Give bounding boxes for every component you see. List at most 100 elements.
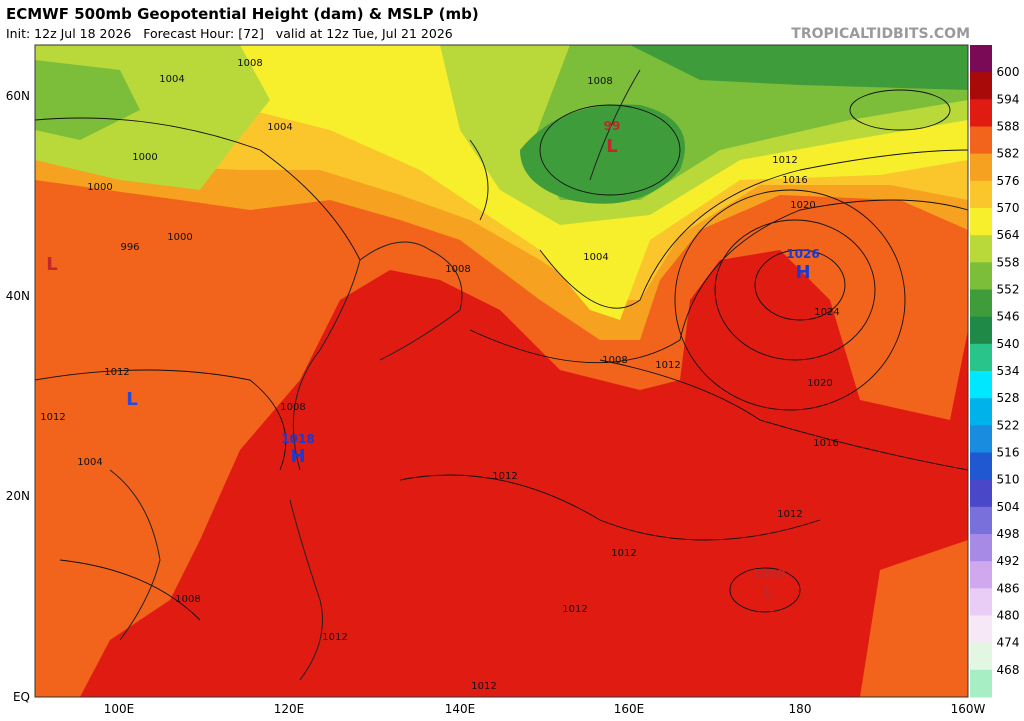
colorbar-swatch xyxy=(970,642,992,671)
colorbar-swatch xyxy=(970,398,992,426)
isobar-label: 1004 xyxy=(77,457,102,468)
isobars xyxy=(35,89,968,621)
lon-label: 100E xyxy=(104,702,135,716)
isobar-label: 1012 xyxy=(471,681,496,692)
colorbar-label: 510 xyxy=(997,473,1020,487)
colorbar-swatch xyxy=(970,615,992,644)
isobar-label: 1012 xyxy=(611,548,636,559)
colorbar-swatch xyxy=(970,208,992,236)
colorbar-label: 480 xyxy=(997,609,1020,623)
isobar-label: 1012 xyxy=(104,367,129,378)
field xyxy=(630,45,968,90)
lon-label: 160W xyxy=(951,702,986,716)
coastline xyxy=(109,69,641,681)
isobar-label: 996 xyxy=(120,242,139,253)
center-pressure: 1018 xyxy=(281,432,314,446)
colorbar-swatch xyxy=(970,343,992,372)
isobar-label: 1004 xyxy=(267,122,292,133)
lat-label: 40N xyxy=(6,289,30,303)
center-pressure: 99 xyxy=(604,119,621,133)
title: ECMWF 500mb Geopotential Height (dam) & … xyxy=(6,5,479,23)
colorbar-label: 486 xyxy=(997,581,1020,595)
isobar-label: 1020 xyxy=(807,378,832,389)
isobar-label: 1000 xyxy=(132,152,157,163)
colorbar-label: 564 xyxy=(997,228,1020,242)
colorbar-swatch xyxy=(970,72,992,100)
isobar-label: 1008 xyxy=(602,355,627,366)
colorbar-swatch xyxy=(970,371,992,399)
isobar-label: 1008 xyxy=(587,76,612,87)
center-pressure: 1026 xyxy=(786,247,819,261)
center-letter: H xyxy=(795,262,810,283)
colorbar-swatch xyxy=(970,289,992,318)
subtitle: Init: 12z Jul 18 2026 Forecast Hour: [72… xyxy=(6,26,453,41)
center-letter: L xyxy=(46,254,57,275)
lon-label: 140E xyxy=(445,702,476,716)
isobar-label: 1016 xyxy=(813,438,838,449)
colorbar-label: 534 xyxy=(997,364,1020,378)
colorbar-label: 468 xyxy=(997,663,1020,677)
colorbar-swatch xyxy=(970,262,992,290)
isobar-label: 1012 xyxy=(655,360,680,371)
lon-label: 120E xyxy=(274,702,305,716)
field xyxy=(520,104,685,204)
colorbar-swatch xyxy=(970,561,992,589)
colorbar-swatch xyxy=(970,180,992,209)
colorbar-label: 528 xyxy=(997,391,1020,405)
center-letter: L xyxy=(606,136,617,157)
colorbar-swatch xyxy=(970,235,992,263)
map: 1026H1018H1009L99LLL10081004100410001000… xyxy=(35,45,968,697)
colorbar-label: 522 xyxy=(997,418,1020,432)
colorbar-label: 492 xyxy=(997,554,1020,568)
colorbar-swatch xyxy=(970,479,992,508)
field xyxy=(35,60,140,140)
colorbar-label: 588 xyxy=(997,120,1020,134)
isobar-label: 1016 xyxy=(782,175,807,186)
isobar-label: 1012 xyxy=(322,632,347,643)
lon-label: 160E xyxy=(614,702,645,716)
isobar-label: 1008 xyxy=(237,58,262,69)
colorbar-label: 570 xyxy=(997,201,1020,215)
center-pressure: 1009 xyxy=(752,567,785,581)
isobar-label: 1000 xyxy=(87,182,112,193)
colorbar-label: 558 xyxy=(997,255,1020,269)
field xyxy=(860,540,968,697)
colorbar-swatch xyxy=(970,316,992,345)
isobar-label: 1008 xyxy=(175,594,200,605)
colorbar-swatch xyxy=(970,99,992,127)
colorbar-label: 516 xyxy=(997,446,1020,460)
isobar-label: 1004 xyxy=(159,74,184,85)
isobar-label: 1024 xyxy=(814,307,839,318)
isobar-label: 1012 xyxy=(492,471,517,482)
isobar-label: 1000 xyxy=(167,232,192,243)
center-letter: L xyxy=(763,582,774,603)
isobar-label: 1008 xyxy=(280,402,305,413)
lat-label: 20N xyxy=(6,489,30,503)
source: TROPICALTIDBITS.COM xyxy=(791,26,970,42)
lon-label: 180 xyxy=(789,702,812,716)
colorbar-swatch xyxy=(970,425,992,453)
colorbar-swatch xyxy=(970,669,992,698)
colorbar-swatch xyxy=(970,45,992,73)
isobar-label: 1020 xyxy=(790,200,815,211)
colorbar-label: 498 xyxy=(997,527,1020,541)
isobar-label: 1012 xyxy=(562,604,587,615)
colorbar-label: 594 xyxy=(997,92,1020,106)
colorbar-label: 576 xyxy=(997,174,1020,188)
isobar-label: 1012 xyxy=(772,155,797,166)
colorbar-label: 540 xyxy=(997,337,1020,351)
colorbar-label: 504 xyxy=(997,500,1020,514)
colorbar-swatch xyxy=(970,588,992,616)
colorbar-label: 552 xyxy=(997,283,1020,297)
colorbar-label: 600 xyxy=(997,65,1020,79)
lat-label: EQ xyxy=(13,690,30,704)
isobar-label: 1012 xyxy=(40,412,65,423)
colorbar-label: 474 xyxy=(997,636,1020,650)
isobar-label: 1004 xyxy=(583,252,608,263)
lat-label: 60N xyxy=(6,89,30,103)
isobar-label: 1008 xyxy=(445,264,470,275)
map-frame xyxy=(34,44,969,698)
colorbar-swatch xyxy=(970,452,992,481)
colorbar-swatch xyxy=(970,153,992,182)
